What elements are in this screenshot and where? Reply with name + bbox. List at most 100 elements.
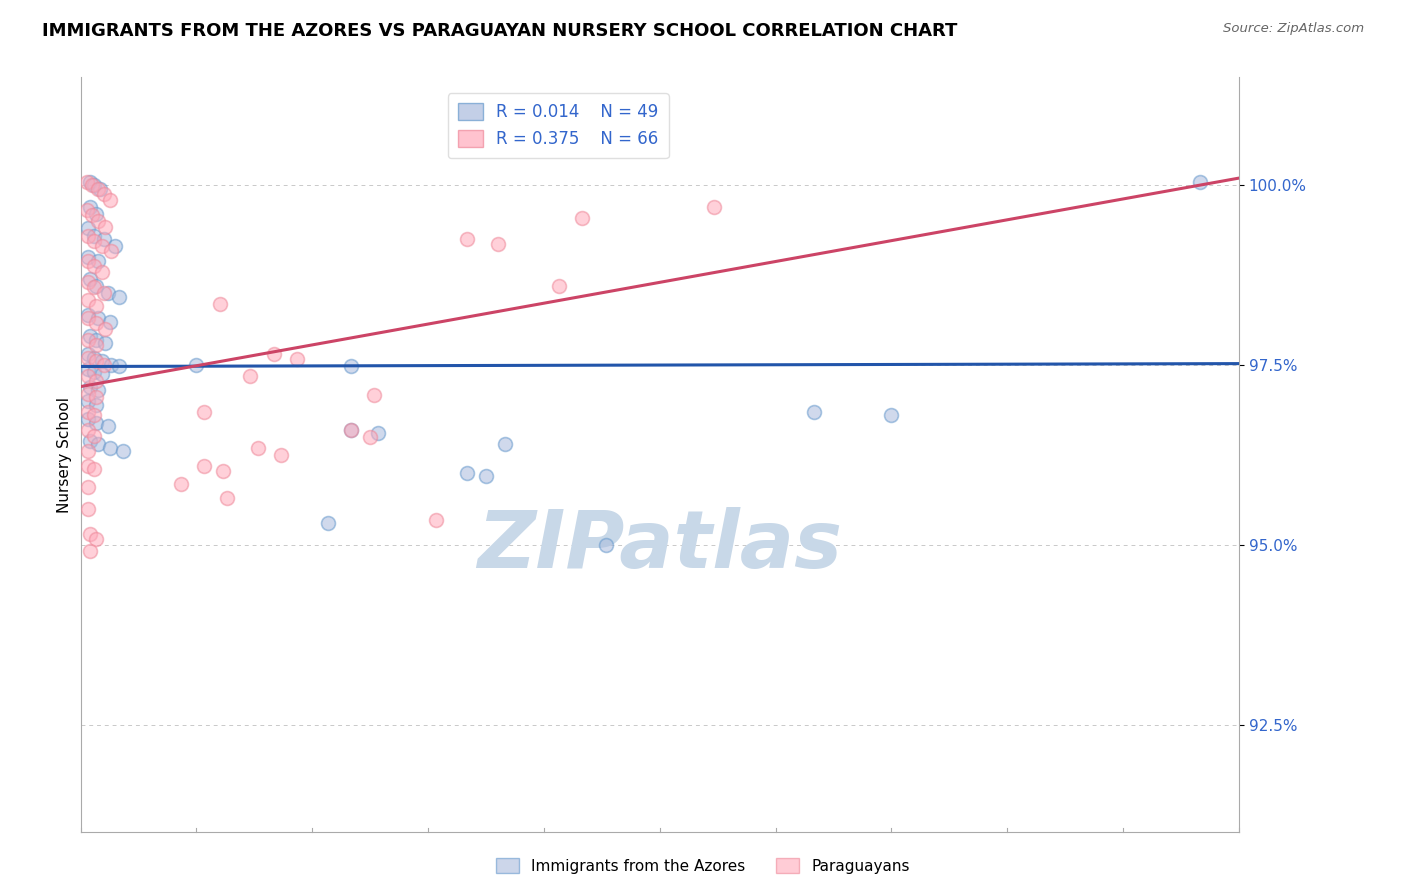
Point	[77, 311, 100, 326]
Point	[84, 532, 107, 546]
Point	[79, 272, 101, 286]
Point	[94, 219, 117, 234]
Point	[77, 293, 100, 308]
Point	[84, 279, 107, 293]
Point	[84, 316, 107, 330]
Point	[77, 308, 100, 322]
Point	[77, 405, 100, 419]
Point	[486, 237, 509, 252]
Point	[247, 441, 270, 455]
Point	[208, 297, 231, 311]
Point	[193, 458, 215, 473]
Point	[456, 232, 478, 246]
Point	[79, 434, 101, 448]
Point	[83, 259, 105, 273]
Point	[82, 178, 104, 193]
Point	[83, 462, 105, 476]
Point	[77, 351, 100, 365]
Point	[363, 388, 385, 402]
Point	[83, 409, 105, 423]
Point	[86, 311, 108, 326]
Legend: R = 0.014    N = 49, R = 0.375    N = 66: R = 0.014 N = 49, R = 0.375 N = 66	[449, 94, 668, 158]
Point	[86, 182, 108, 196]
Point	[475, 469, 498, 483]
Point	[94, 336, 117, 351]
Point	[340, 423, 363, 437]
Point	[77, 347, 100, 361]
Point	[367, 426, 389, 441]
Point	[86, 214, 108, 228]
Point	[77, 386, 100, 401]
Point	[340, 423, 363, 437]
Point	[77, 444, 100, 458]
Text: Source: ZipAtlas.com: Source: ZipAtlas.com	[1223, 22, 1364, 36]
Point	[425, 513, 447, 527]
Point	[77, 228, 100, 243]
Point	[86, 437, 108, 451]
Point	[79, 329, 101, 343]
Point	[456, 466, 478, 480]
Point	[595, 538, 617, 552]
Point	[77, 458, 100, 473]
Point	[239, 368, 262, 383]
Point	[93, 358, 115, 372]
Point	[89, 182, 111, 196]
Point	[77, 412, 100, 426]
Point	[186, 358, 208, 372]
Point	[76, 175, 98, 189]
Point	[212, 465, 235, 479]
Point	[98, 441, 121, 455]
Point	[217, 491, 239, 505]
Point	[77, 501, 100, 516]
Point	[83, 428, 105, 442]
Point	[98, 315, 121, 329]
Point	[96, 419, 118, 434]
Point	[285, 352, 308, 367]
Point	[91, 239, 114, 253]
Point	[91, 354, 114, 368]
Point	[83, 351, 105, 365]
Point	[83, 228, 105, 243]
Point	[84, 354, 107, 368]
Y-axis label: Nursery School: Nursery School	[58, 397, 72, 513]
Point	[82, 209, 104, 223]
Text: IMMIGRANTS FROM THE AZORES VS PARAGUAYAN NURSERY SCHOOL CORRELATION CHART: IMMIGRANTS FROM THE AZORES VS PARAGUAYAN…	[42, 22, 957, 40]
Point	[703, 200, 725, 214]
Point	[316, 516, 339, 531]
Point	[84, 333, 107, 347]
Point	[76, 203, 98, 218]
Point	[77, 368, 100, 383]
Point	[340, 359, 363, 374]
Point	[98, 193, 121, 207]
Point	[77, 221, 100, 235]
Point	[83, 178, 105, 193]
Point	[91, 367, 114, 381]
Point	[571, 211, 593, 225]
Point	[77, 276, 100, 290]
Point	[77, 333, 100, 347]
Point	[170, 476, 193, 491]
Text: ZIPatlas: ZIPatlas	[477, 507, 842, 584]
Point	[84, 338, 107, 352]
Point	[86, 383, 108, 397]
Point	[193, 405, 215, 419]
Point	[86, 253, 108, 268]
Point	[100, 358, 122, 372]
Point	[84, 299, 107, 313]
Point	[1189, 175, 1212, 189]
Point	[84, 374, 107, 388]
Point	[548, 279, 571, 293]
Point	[83, 235, 105, 249]
Point	[77, 394, 100, 409]
Point	[93, 286, 115, 301]
Point	[494, 437, 516, 451]
Point	[96, 286, 118, 301]
Point	[84, 391, 107, 405]
Point	[100, 244, 122, 259]
Point	[77, 480, 100, 494]
Point	[263, 347, 285, 361]
Point	[803, 405, 825, 419]
Point	[77, 361, 100, 376]
Legend: Immigrants from the Azores, Paraguayans: Immigrants from the Azores, Paraguayans	[491, 852, 915, 880]
Point	[77, 423, 100, 437]
